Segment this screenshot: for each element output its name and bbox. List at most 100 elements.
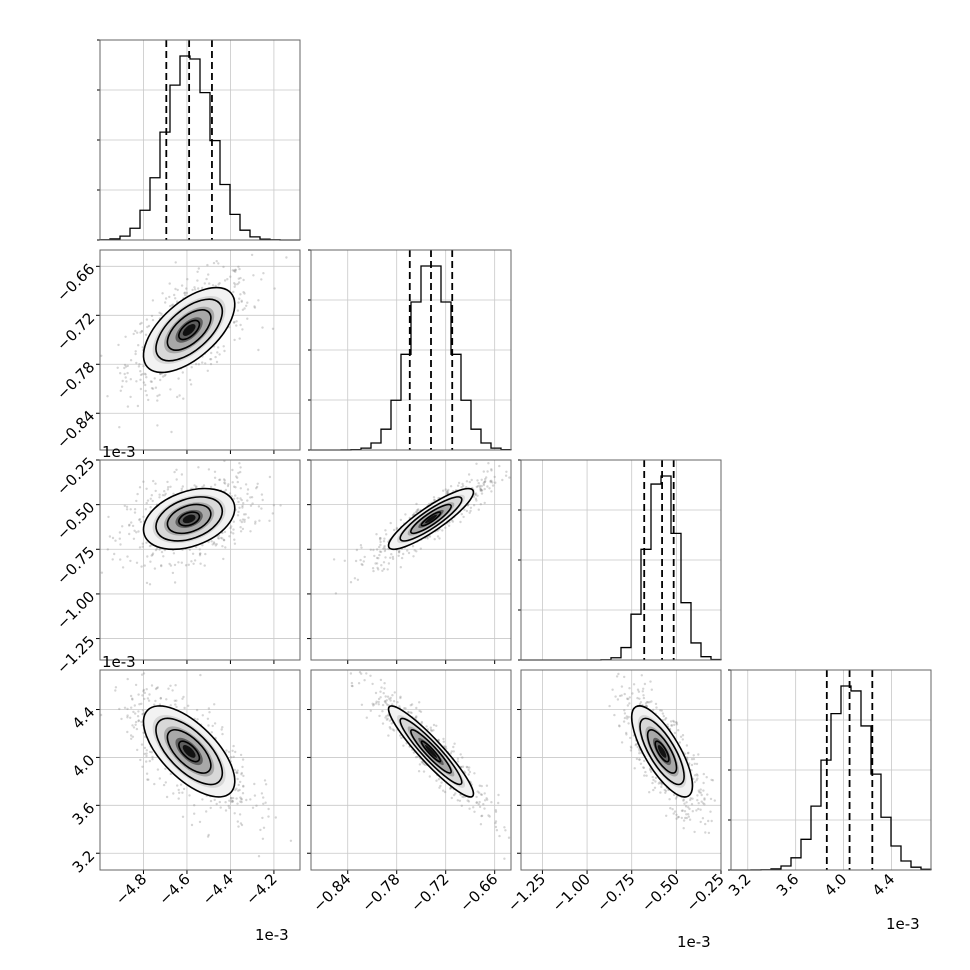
sample-point — [618, 694, 622, 698]
sample-point — [126, 730, 129, 734]
sample-point — [223, 349, 226, 353]
sample-point — [239, 822, 243, 825]
sample-point — [235, 324, 238, 327]
sample-point — [143, 372, 146, 375]
sample-point — [391, 728, 395, 731]
sample-point — [650, 700, 653, 703]
sample-point — [174, 287, 177, 291]
sample-point — [635, 757, 639, 761]
sample-point — [124, 376, 127, 379]
sample-point — [203, 564, 206, 567]
sample-point — [477, 803, 480, 806]
sample-point — [369, 674, 372, 677]
sample-point — [193, 804, 196, 807]
sample-point — [640, 674, 643, 677]
sample-point — [482, 482, 485, 485]
sample-point — [168, 304, 172, 308]
sample-point — [674, 797, 678, 800]
sample-point — [130, 706, 133, 709]
sample-point — [642, 687, 645, 690]
sample-point — [440, 781, 443, 784]
sample-point — [359, 544, 363, 547]
sample-point — [219, 536, 223, 540]
sample-point — [503, 826, 506, 829]
sample-point — [236, 769, 239, 772]
sample-point — [399, 696, 402, 700]
sample-point — [424, 763, 427, 767]
sample-point — [685, 801, 688, 804]
sample-point — [379, 543, 382, 547]
sample-point — [138, 518, 141, 522]
sample-point — [399, 695, 402, 698]
sample-point — [140, 329, 144, 333]
sample-point — [675, 813, 678, 816]
sample-point — [134, 329, 137, 333]
sample-point — [669, 807, 672, 810]
sample-point — [114, 686, 118, 689]
sample-point — [642, 694, 645, 697]
x-offset-label: 1e-3 — [886, 915, 920, 933]
sample-point — [379, 696, 382, 699]
sample-point — [242, 278, 245, 282]
sample-point — [241, 765, 244, 769]
sample-point — [143, 564, 146, 567]
sample-point — [468, 766, 471, 769]
sample-point — [407, 711, 410, 714]
sample-point — [133, 704, 136, 707]
sample-point — [205, 277, 208, 281]
x-tick-label: 3.6 — [773, 870, 803, 900]
sample-point — [691, 810, 694, 813]
sample-point — [436, 535, 440, 538]
sample-point — [360, 703, 364, 706]
sample-point — [505, 470, 508, 473]
sample-point — [139, 370, 142, 373]
sample-point — [430, 729, 433, 733]
sample-point — [137, 693, 140, 696]
y-tick-label: −0.84 — [53, 407, 98, 452]
sample-point — [239, 519, 242, 522]
sample-point — [490, 490, 493, 493]
sample-point — [125, 505, 129, 508]
sample-point — [707, 831, 711, 835]
sample-point — [498, 834, 501, 838]
sample-point — [167, 687, 170, 690]
sample-point — [465, 480, 469, 483]
sample-point — [643, 682, 647, 686]
sample-point — [462, 515, 465, 519]
sample-point — [453, 742, 456, 745]
sample-point — [412, 751, 416, 754]
sample-point — [224, 546, 227, 549]
sample-point — [465, 509, 469, 513]
sample-point — [141, 542, 144, 545]
sample-point — [236, 771, 239, 775]
sample-point — [498, 464, 501, 468]
sample-point — [672, 719, 675, 723]
sample-point — [659, 791, 662, 794]
sample-point — [177, 377, 180, 380]
sample-point — [628, 687, 631, 690]
sample-point — [162, 783, 166, 787]
sample-point — [111, 558, 114, 561]
sample-point — [147, 324, 151, 328]
y-tick-label: −0.25 — [53, 454, 98, 499]
sample-point — [487, 814, 490, 817]
sample-point — [114, 539, 117, 542]
sample-point — [207, 540, 210, 544]
sample-point — [477, 508, 480, 511]
sample-point — [209, 799, 213, 803]
sample-point — [149, 560, 152, 563]
sample-point — [134, 723, 137, 726]
sample-point — [213, 703, 216, 706]
sample-point — [156, 424, 159, 427]
sample-point — [467, 768, 470, 772]
sample-point — [476, 494, 479, 497]
density-content — [100, 460, 300, 660]
sample-point — [229, 275, 232, 278]
sample-point — [682, 799, 685, 802]
sample-point — [480, 489, 484, 492]
sample-point — [664, 791, 667, 794]
sample-point — [432, 723, 436, 727]
sample-point — [153, 703, 156, 706]
sample-point — [175, 699, 178, 702]
sample-point — [702, 772, 705, 776]
